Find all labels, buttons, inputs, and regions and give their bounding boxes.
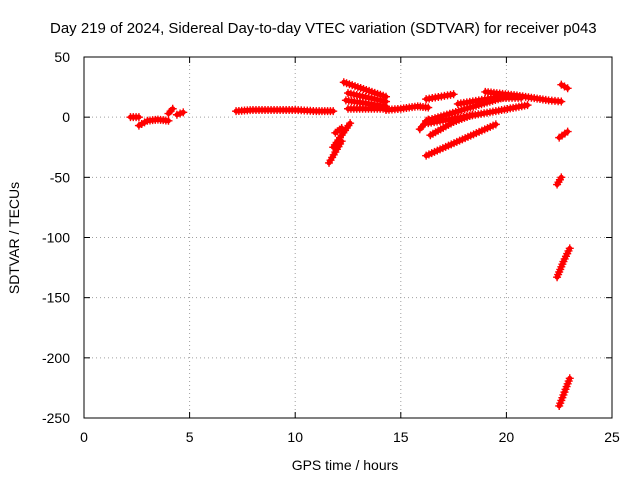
x-tick-label: 25 [604, 429, 620, 445]
data-point [565, 374, 574, 383]
y-tick-label: -250 [42, 410, 70, 426]
series-arc-12 [344, 104, 391, 113]
y-tick-label: 0 [62, 109, 70, 125]
data-point [346, 119, 355, 128]
x-axis-label: GPS time / hours [292, 457, 399, 473]
series-arc-1 [126, 113, 143, 122]
series-arc-21 [481, 87, 566, 106]
series-arc-22 [557, 80, 572, 93]
data-point [424, 103, 433, 112]
series-arc-24 [553, 173, 566, 189]
chart-title: Day 219 of 2024, Sidereal Day-to-day VTE… [50, 20, 597, 37]
grid-layer [84, 57, 612, 418]
data-point [557, 97, 566, 106]
series-arc-5 [232, 105, 338, 116]
x-tick-label: 10 [287, 429, 303, 445]
data-point [179, 108, 188, 117]
data-point [565, 244, 574, 253]
series-arc-7 [329, 119, 355, 152]
x-tick-label: 5 [186, 429, 194, 445]
series-arc-3 [164, 104, 177, 118]
data-point [523, 101, 532, 110]
data-arc [554, 174, 564, 188]
data-arc [556, 129, 571, 141]
series-arc-15 [422, 90, 458, 104]
series-arc-13 [382, 102, 433, 114]
data-point [468, 110, 477, 119]
x-tick-label: 20 [499, 429, 515, 445]
y-tick-label: -200 [42, 350, 70, 366]
data-point [557, 173, 566, 182]
series-arc-2 [134, 115, 173, 130]
data-point [449, 90, 458, 99]
series-arc-23 [555, 127, 572, 142]
series-arc-4 [172, 108, 188, 119]
series-arc-18 [426, 110, 477, 140]
y-tick-label: -150 [42, 290, 70, 306]
data-point [329, 107, 338, 116]
y-tick-label: -100 [42, 230, 70, 246]
data-point [134, 113, 143, 122]
y-axis-label: SDTVAR / TECUs [6, 182, 22, 294]
y-tick-label: 50 [54, 49, 70, 65]
y-tick-label: -50 [50, 169, 70, 185]
series-arc-10 [344, 89, 391, 106]
series-layer [126, 78, 574, 410]
series-arc-8 [331, 123, 346, 137]
data-point [337, 123, 346, 132]
tick-layer: 0 5 10 15 20 25 50 0 -50 -100 -150 -200 -250 [42, 49, 620, 445]
data-point [563, 84, 572, 93]
x-tick-label: 15 [393, 429, 409, 445]
x-tick-label: 0 [80, 429, 88, 445]
series-arc-9 [339, 78, 391, 101]
series-arc-26 [555, 374, 574, 410]
data-point [563, 127, 572, 136]
data-point [491, 120, 500, 129]
series-arc-19 [422, 120, 500, 160]
data-point [164, 116, 173, 125]
series-arc-25 [553, 244, 574, 282]
data-arc [332, 125, 345, 136]
data-point [168, 104, 177, 113]
